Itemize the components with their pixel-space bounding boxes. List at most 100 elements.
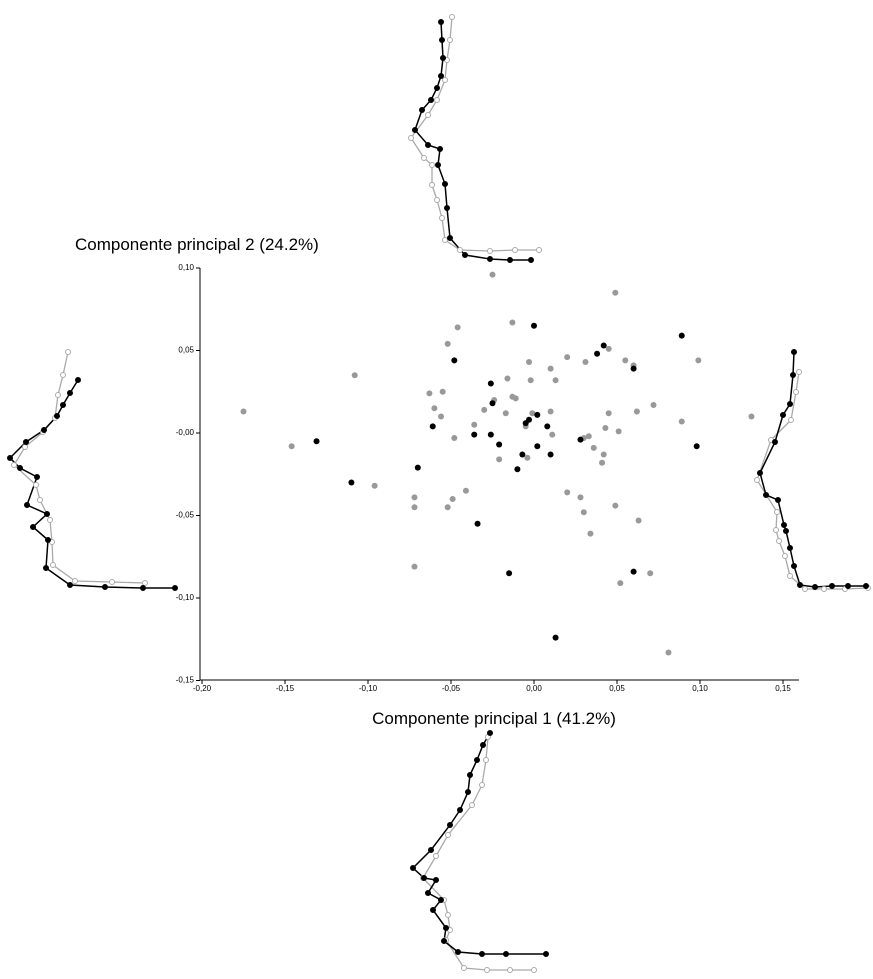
outline-vertex xyxy=(433,877,439,883)
outline-vertex xyxy=(102,584,108,590)
outline-vertex xyxy=(821,586,827,592)
outline-vertex xyxy=(787,573,793,579)
point xyxy=(411,563,418,570)
point xyxy=(647,570,654,577)
point xyxy=(605,410,612,417)
outline-vertex xyxy=(754,477,760,483)
outline-vertex xyxy=(445,832,451,838)
outline-vertex xyxy=(45,537,51,543)
outline-vertex xyxy=(54,413,60,419)
outline-vertex xyxy=(796,369,802,375)
outline-vertex xyxy=(465,789,471,795)
y-tick-label: -0,15 xyxy=(176,676,195,685)
outline-vertex xyxy=(442,77,448,83)
outline-vertex xyxy=(434,97,440,103)
point xyxy=(630,568,637,575)
outline-vertex xyxy=(33,482,39,488)
point xyxy=(635,517,642,524)
y-tick-label: 0,10 xyxy=(178,263,194,272)
outline-vertex xyxy=(507,967,513,973)
point xyxy=(534,411,541,418)
point xyxy=(605,345,612,352)
y-tick-label: 0,05 xyxy=(178,346,194,355)
point xyxy=(577,494,584,501)
outline-vertex xyxy=(425,142,431,148)
point xyxy=(564,489,571,496)
outline-vertex xyxy=(443,925,449,931)
outline-vertex xyxy=(428,847,434,853)
point xyxy=(444,340,451,347)
outline-vertex xyxy=(793,389,799,395)
x-axis-label: Componente principal 1 (41.2%) xyxy=(372,709,616,728)
point xyxy=(519,451,526,458)
outline-vertex xyxy=(430,907,436,913)
outline-vertex xyxy=(773,527,779,533)
point xyxy=(678,418,685,425)
outline-vertex xyxy=(30,524,36,530)
point xyxy=(288,443,295,450)
outline-vertex xyxy=(22,444,28,450)
outline-vertex xyxy=(802,586,808,592)
outline-vertex xyxy=(60,402,66,408)
outline-vertex xyxy=(34,474,40,480)
outline-vertex xyxy=(65,349,71,355)
outline-vertex xyxy=(425,890,431,896)
point xyxy=(526,359,533,366)
outline-gray xyxy=(13,351,146,584)
outline-vertex xyxy=(531,967,537,973)
outline-vertex xyxy=(142,580,148,586)
outline-vertex xyxy=(421,875,427,881)
point xyxy=(748,413,755,420)
y-tick-label: -0,05 xyxy=(176,511,195,520)
outline-vertex xyxy=(55,392,61,398)
point xyxy=(580,509,587,516)
x-tick-label: 0,15 xyxy=(775,684,791,693)
point xyxy=(496,441,503,448)
point xyxy=(451,357,458,364)
y-tick-label: -0,00 xyxy=(176,428,195,437)
outline-vertex xyxy=(487,256,493,262)
outline-vertex xyxy=(781,522,787,528)
outline-vertex xyxy=(543,951,549,957)
point xyxy=(439,388,446,395)
point xyxy=(487,431,494,438)
outline-vertex xyxy=(863,583,869,589)
outline-vertex xyxy=(428,97,434,103)
x-tick-label: 0,10 xyxy=(692,684,708,693)
outline-vertex xyxy=(447,235,453,241)
point xyxy=(449,496,456,502)
outline-vertex xyxy=(442,237,448,243)
outline-vertex xyxy=(480,742,486,748)
point xyxy=(489,400,496,407)
point xyxy=(547,408,554,415)
outline-vertex xyxy=(441,938,447,944)
point xyxy=(552,634,559,641)
outline-vertex xyxy=(421,155,427,161)
outline-vertex xyxy=(536,247,542,253)
outline-vertex xyxy=(7,455,13,461)
outline-vertex xyxy=(75,377,81,383)
outline-black xyxy=(759,351,866,588)
point xyxy=(587,530,594,537)
point xyxy=(414,464,421,471)
outline-vertex xyxy=(23,439,29,445)
outline-vertex xyxy=(43,565,49,571)
outline-vertex xyxy=(437,146,443,152)
outline-vertex xyxy=(419,107,425,113)
point xyxy=(524,454,531,461)
point xyxy=(474,520,481,527)
outline-vertex xyxy=(433,853,439,859)
outline-vertex xyxy=(812,584,818,590)
point xyxy=(577,436,584,443)
outline-vertex xyxy=(845,583,851,589)
outline-vertex xyxy=(412,127,418,133)
outline-vertex xyxy=(791,563,797,569)
point xyxy=(411,494,418,501)
outline-vertex xyxy=(60,372,66,378)
outline-vertex xyxy=(787,545,793,551)
point xyxy=(544,423,551,430)
point xyxy=(496,456,503,463)
outline-vertex xyxy=(425,112,431,118)
outline-vertex xyxy=(109,579,115,585)
outline-vertex xyxy=(528,257,534,263)
